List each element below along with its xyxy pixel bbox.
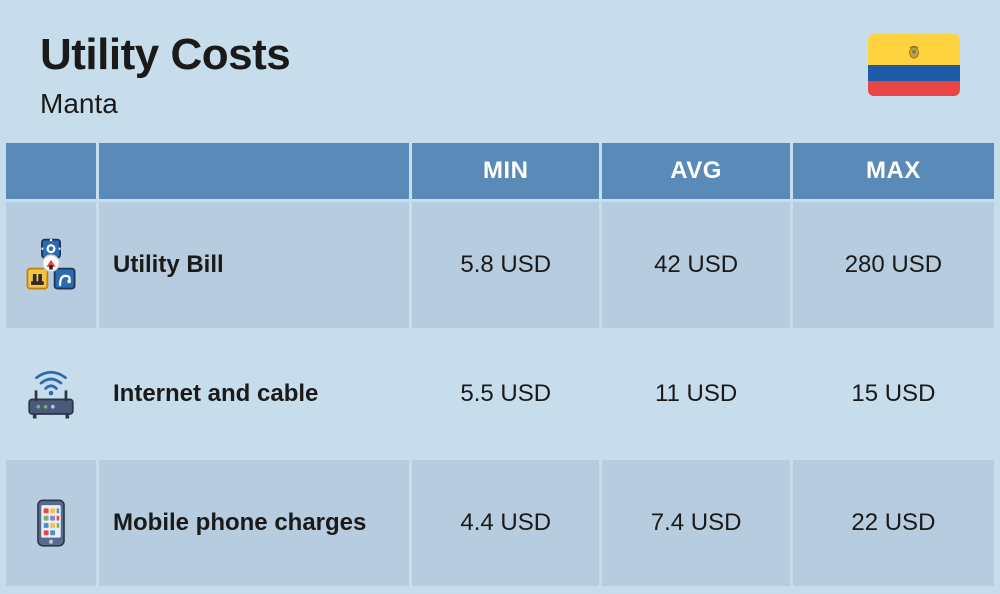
cell-max: 280 USD (793, 202, 994, 328)
col-avg: AVG (602, 143, 789, 199)
row-icon-cell (6, 202, 96, 328)
cell-max: 22 USD (793, 460, 994, 586)
router-icon (21, 364, 81, 424)
flag-stripe-red (868, 81, 960, 97)
col-min: MIN (412, 143, 599, 199)
cell-min: 5.8 USD (412, 202, 599, 328)
cell-min: 5.5 USD (412, 331, 599, 457)
cell-avg: 7.4 USD (602, 460, 789, 586)
flag-emblem-icon (905, 42, 923, 60)
col-max: MAX (793, 143, 994, 199)
flag-stripe-blue (868, 65, 960, 81)
row-icon-cell (6, 460, 96, 586)
row-label: Mobile phone charges (99, 460, 409, 586)
table-header-row: MIN AVG MAX (6, 143, 994, 199)
cell-avg: 11 USD (602, 331, 789, 457)
table-row: Utility Bill 5.8 USD 42 USD 280 USD (6, 202, 994, 328)
table-row: Internet and cable 5.5 USD 11 USD 15 USD (6, 331, 994, 457)
title-block: Utility Costs Manta (40, 30, 290, 120)
row-label: Utility Bill (99, 202, 409, 328)
page-subtitle: Manta (40, 88, 290, 120)
table-row: Mobile phone charges 4.4 USD 7.4 USD 22 … (6, 460, 994, 586)
cell-max: 15 USD (793, 331, 994, 457)
flag-stripe-yellow (868, 34, 960, 65)
col-icon (6, 143, 96, 199)
col-label (99, 143, 409, 199)
costs-table: MIN AVG MAX (0, 140, 1000, 589)
cell-avg: 42 USD (602, 202, 789, 328)
row-label: Internet and cable (99, 331, 409, 457)
utility-icon (21, 235, 81, 295)
page-title: Utility Costs (40, 30, 290, 80)
row-icon-cell (6, 331, 96, 457)
phone-icon (21, 493, 81, 553)
header: Utility Costs Manta (0, 0, 1000, 140)
cell-min: 4.4 USD (412, 460, 599, 586)
flag-icon (868, 34, 960, 96)
